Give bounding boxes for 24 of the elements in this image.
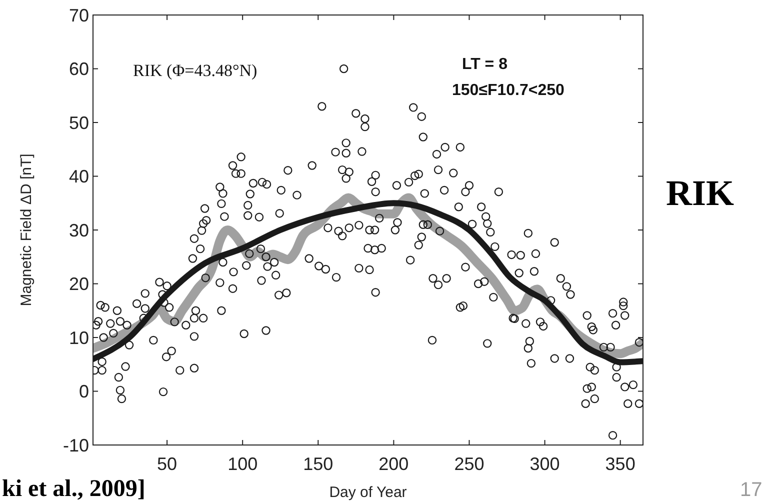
x-tick-label: 250 <box>454 454 484 474</box>
annotation: RIK (Φ=43.48°N) <box>133 61 258 80</box>
text: 17 <box>740 479 762 501</box>
y-tick-label: 0 <box>78 382 89 402</box>
x-tick-label: 350 <box>605 454 636 474</box>
y-tick-label: 20 <box>68 274 89 294</box>
x-tick-label: 150 <box>303 454 334 474</box>
y-axis-title: Magnetic Field ΔD [nT] <box>18 154 35 306</box>
y-tick-label: 70 <box>68 5 89 26</box>
annotation: 150≤F10.7<250 <box>452 82 565 99</box>
y-tick-label: 10 <box>68 328 89 348</box>
x-tick-label: 100 <box>228 454 258 474</box>
x-tick-label: 50 <box>157 454 178 474</box>
y-tick-label: 30 <box>68 220 89 240</box>
x-tick-label: 300 <box>530 454 560 474</box>
y-tick-label: 50 <box>68 112 89 133</box>
y-tick-label: 60 <box>68 59 89 80</box>
x-axis-title: Day of Year <box>329 484 407 501</box>
annotation: LT = 8 <box>462 56 508 73</box>
x-tick-label: 200 <box>378 454 409 474</box>
text: ki et al., 2009] <box>2 476 146 501</box>
text: RIK <box>666 173 734 213</box>
y-tick-label: -10 <box>62 435 89 456</box>
y-tick-label: 40 <box>68 166 89 187</box>
